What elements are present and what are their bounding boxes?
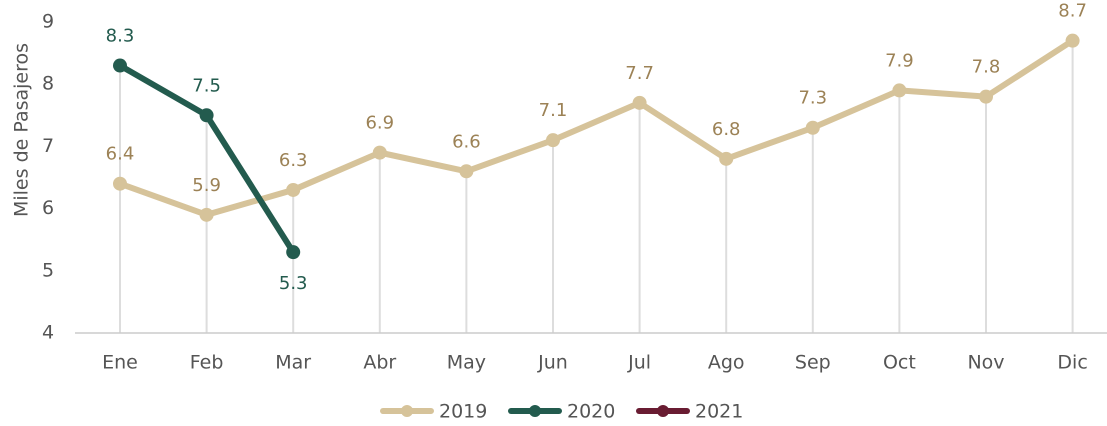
value-label: 6.9 [365, 113, 394, 134]
legend-marker [657, 405, 669, 417]
point [632, 95, 647, 110]
point [805, 120, 820, 135]
x-tick-label: Jun [537, 352, 568, 374]
point [979, 89, 993, 104]
x-tick-label: Feb [190, 352, 224, 374]
x-tick-label: Ago [708, 352, 745, 374]
value-label: 7.9 [885, 50, 914, 71]
point [113, 58, 127, 73]
y-tick-label: 9 [42, 11, 54, 33]
point [199, 207, 214, 222]
y-tick-label: 7 [42, 135, 54, 157]
value-label: 6.3 [279, 150, 308, 171]
y-axis-label: Miles de Pasajeros [11, 43, 33, 217]
x-tick-label: Oct [883, 352, 916, 374]
point [286, 245, 301, 260]
value-label: 8.7 [1058, 1, 1087, 22]
value-label: 7.1 [539, 100, 568, 121]
value-label: 6.8 [712, 119, 741, 140]
point [199, 108, 214, 123]
point [1065, 33, 1080, 48]
point [113, 176, 127, 191]
point [286, 182, 301, 197]
value-label: 7.7 [625, 63, 654, 84]
x-tick-label: Ene [102, 352, 138, 374]
y-tick-label: 4 [42, 322, 54, 344]
point [546, 133, 560, 148]
point [459, 164, 474, 179]
x-tick-label: Dic [1057, 352, 1087, 374]
value-label: 7.5 [192, 75, 221, 96]
value-label: 5.9 [192, 175, 221, 196]
x-tick-label: Nov [967, 352, 1004, 374]
x-tick-label: Jul [627, 352, 651, 374]
x-tick-label: May [447, 352, 486, 374]
legend-label: 2021 [695, 401, 743, 423]
legend-marker [401, 405, 413, 417]
legend-label: 2020 [567, 401, 615, 423]
point [372, 145, 387, 160]
value-label: 7.8 [972, 57, 1001, 78]
point [719, 151, 734, 166]
y-tick-label: 5 [42, 259, 54, 281]
value-label: 5.3 [279, 273, 308, 294]
x-tick-label: Mar [275, 352, 311, 374]
value-label: 7.3 [798, 88, 827, 109]
y-tick-label: 6 [42, 197, 54, 219]
series-line [118, 38, 1075, 218]
value-label: 6.4 [106, 144, 135, 165]
legend-label: 2019 [439, 401, 487, 423]
legend-marker [529, 405, 541, 417]
x-tick-label: Abr [363, 352, 396, 374]
y-tick-label: 8 [42, 73, 54, 95]
point [892, 83, 907, 98]
value-label: 8.3 [106, 26, 135, 47]
value-label: 6.6 [452, 131, 481, 152]
x-tick-label: Sep [795, 352, 831, 374]
